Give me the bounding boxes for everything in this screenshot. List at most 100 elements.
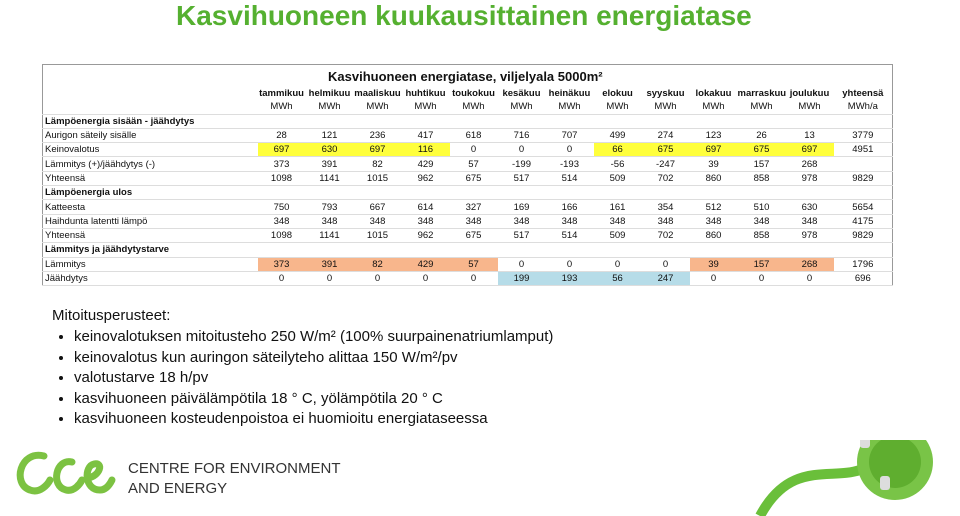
data-row: Aurigon säteily sisälle 28 121 236 417 618 716… <box>42 128 893 144</box>
cell: 354 <box>641 199 690 215</box>
section-row: Lämmitys ja jäähdytystarve <box>42 242 893 258</box>
cell: 1141 <box>305 171 354 187</box>
data-row: Haihdunta latentti lämpö 348 348 348 348 348 3… <box>42 214 893 229</box>
cell: 0 <box>353 271 402 287</box>
cell: 0 <box>257 271 306 287</box>
cell: 962 <box>401 228 450 244</box>
cell: 0 <box>497 142 546 158</box>
cell: 26 <box>737 128 786 144</box>
cell: 327 <box>449 199 498 215</box>
data-row: Lämmitys (+)/jäähdytys (-) 373 391 82 429 57-… <box>42 156 893 172</box>
cell: 858 <box>737 171 786 187</box>
cell: 116 <box>401 142 450 158</box>
column-header: marraskuu <box>737 88 787 100</box>
column-header: maaliskuu <box>354 88 401 100</box>
cee-logo <box>16 451 116 495</box>
cell: 56 <box>593 271 642 287</box>
section-title: Lämpöenergia ulos <box>42 185 893 201</box>
total-cell: 4951 <box>833 142 893 158</box>
notes-heading: Mitoitusperusteet: <box>52 307 171 324</box>
cell: 514 <box>545 171 594 187</box>
cell: -193 <box>545 156 594 172</box>
total-cell: 3779 <box>833 128 893 144</box>
total-cell: 5654 <box>833 199 893 215</box>
cell: 348 <box>257 214 306 229</box>
data-row: Jäähdytys 0 0 0 0 0 199 193 56 247 0 0 0 696 <box>42 271 893 287</box>
cell: 268 <box>785 156 834 172</box>
row-label: Yhteensä <box>42 228 258 244</box>
cell: 0 <box>449 142 498 158</box>
cell: 675 <box>449 228 498 244</box>
cell: 57 <box>449 156 498 172</box>
cell: 978 <box>785 228 834 244</box>
cell: 0 <box>545 142 594 158</box>
row-label: Lämmitys (+)/jäähdytys (-) <box>42 156 258 172</box>
cell: 702 <box>641 228 690 244</box>
logo-c <box>16 451 54 495</box>
unit: MWh <box>497 100 546 115</box>
cell: 707 <box>545 128 594 144</box>
column-header: toukokuu <box>452 88 495 100</box>
cell: 514 <box>545 228 594 244</box>
cell: 429 <box>401 257 450 272</box>
cell: 0 <box>737 271 786 287</box>
unit: MWh <box>641 100 690 115</box>
cell: -56 <box>593 156 642 172</box>
data-row: Lämmitys 373 391 82 429 57 0 0 0 0 39 157 268 1796 <box>42 257 893 272</box>
cell: 0 <box>497 257 546 272</box>
unit: MWh <box>737 100 786 115</box>
plug-pin <box>860 440 870 448</box>
total-cell: 4175 <box>833 214 893 229</box>
unit: MWh <box>257 100 306 115</box>
caption-row: Kasvihuoneen energiatase, viljelyala 500… <box>43 65 893 88</box>
cell: 697 <box>353 142 402 158</box>
cell: 1015 <box>353 228 402 244</box>
column-header: huhtikuu <box>405 88 446 100</box>
data-row: Yhteensä 1098 1141 1015 962 675 517 514 509 702 86… <box>42 228 893 244</box>
cell: -247 <box>641 156 690 172</box>
cell: 618 <box>449 128 498 144</box>
cell: 161 <box>593 199 642 215</box>
cell: 39 <box>689 156 738 172</box>
cell: 391 <box>305 156 354 172</box>
cell: 793 <box>305 199 354 215</box>
units-row: MWh MWh MWh MWh MWh MWh MWh MWh MWh MWh MWh MWh MWh/… <box>42 100 893 115</box>
cell: 348 <box>353 214 402 229</box>
cell: 860 <box>689 228 738 244</box>
cell: 348 <box>689 214 738 229</box>
plug-cable <box>755 465 862 516</box>
cell: 123 <box>689 128 738 144</box>
cell: 13 <box>785 128 834 144</box>
cell: 193 <box>545 271 594 287</box>
cell: 166 <box>545 199 594 215</box>
cell: 66 <box>593 142 642 158</box>
note-item: valotustarve 18 h/pv <box>74 368 553 389</box>
logo-line2: AND ENERGY <box>128 480 227 497</box>
unit: MWh <box>401 100 450 115</box>
cell: 0 <box>449 271 498 287</box>
header-row: tammikuu helmikuu maaliskuu huhtikuu toukoku… <box>43 87 893 100</box>
total-cell: 9829 <box>833 228 893 244</box>
cell: 0 <box>401 271 450 287</box>
row-label: Jäähdytys <box>42 271 258 287</box>
logo-c2 <box>53 458 86 494</box>
notes-list: keinovalotuksen mitoitusteho 250 W/m² (1… <box>52 327 553 430</box>
cell: 697 <box>785 142 834 158</box>
row-label: Aurigon säteily sisälle <box>42 128 258 144</box>
section-title: Lämpöenergia sisään - jäähdytys <box>42 114 893 129</box>
unit: MWh <box>305 100 354 115</box>
row-label: Haihdunta latentti lämpö <box>42 214 258 229</box>
note-item: kasvihuoneen päivälämpötila 18 ° C, yölä… <box>74 389 553 410</box>
cell: 1015 <box>353 171 402 187</box>
cell: 348 <box>497 214 546 229</box>
cell: -199 <box>497 156 546 172</box>
cell: 1141 <box>305 228 354 244</box>
cell: 429 <box>401 156 450 172</box>
logo-e <box>83 460 116 494</box>
cell: 858 <box>737 228 786 244</box>
cell: 0 <box>545 257 594 272</box>
cell: 510 <box>737 199 786 215</box>
cell: 675 <box>737 142 786 158</box>
cell: 373 <box>257 257 306 272</box>
row-label: Katteesta <box>42 199 258 215</box>
